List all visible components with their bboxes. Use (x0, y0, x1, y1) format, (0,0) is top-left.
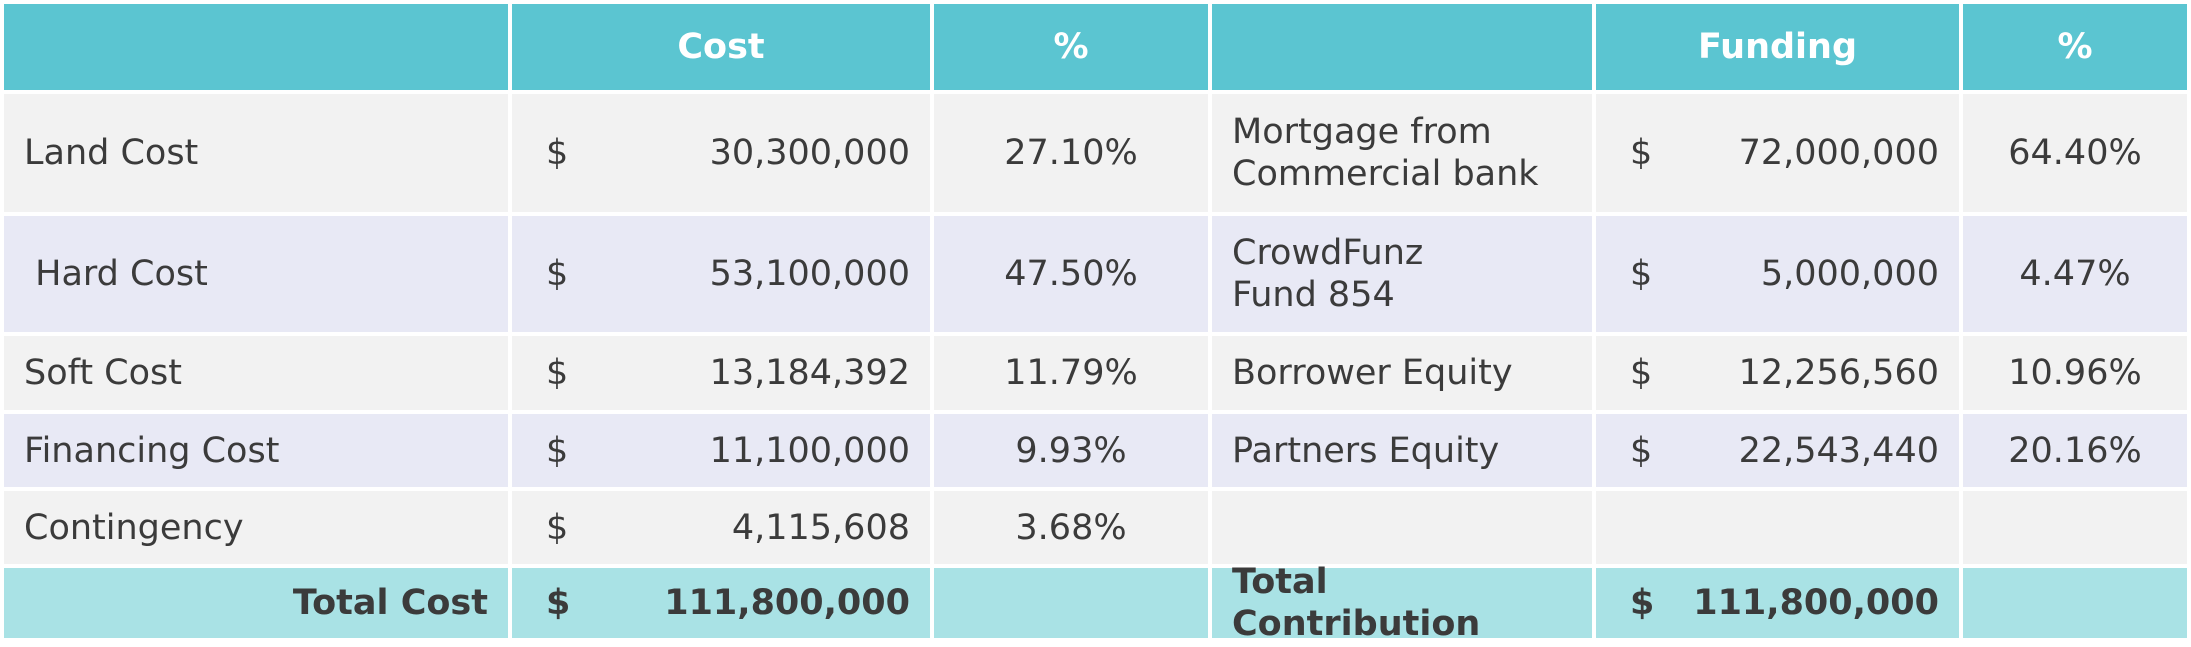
currency-sign: $ (546, 254, 569, 294)
cost-item: Hard Cost (4, 216, 508, 332)
currency-sign: $ (546, 353, 569, 393)
amount: 4,115,608 (731, 507, 910, 548)
cost-percent: 11.79% (934, 336, 1208, 410)
funding-amount: $22,543,440 (1596, 414, 1959, 487)
amount: 13,184,392 (709, 353, 910, 393)
funding-percent: 4.47% (1963, 216, 2187, 332)
funding-amount: $72,000,000 (1596, 94, 1959, 212)
total-empty (1963, 568, 2187, 638)
total-cost: $111,800,000 (512, 568, 930, 638)
total-label: Total Cost (4, 568, 508, 638)
currency-sign: $ (546, 133, 569, 173)
total-label: Total Contribution (1212, 562, 1592, 644)
cost-percent: 27.10% (934, 94, 1208, 212)
amount: 30,300,000 (709, 133, 910, 173)
header-cell: % (1963, 4, 2187, 90)
amount: 111,800,000 (1693, 583, 1939, 623)
currency-sign: $ (1630, 254, 1653, 294)
budget-table: Cost% Funding% Land Cost $30,300,000 27.10% M… (4, 4, 2187, 644)
funding-amount (1596, 491, 1959, 564)
cost-item: Land Cost (4, 94, 508, 212)
funding-percent (1963, 491, 2187, 564)
currency-sign: $ (1630, 430, 1653, 471)
amount: 11,100,000 (709, 430, 910, 471)
funding-item: Mortgage from Commercial bank (1212, 94, 1592, 212)
funding-item: Partners Equity (1212, 414, 1592, 487)
funding-amount: $12,256,560 (1596, 336, 1959, 410)
header-cell: Cost (512, 4, 930, 90)
cost-item: Contingency (4, 491, 508, 564)
cost-percent: 9.93% (934, 414, 1208, 487)
cost-item: Financing Cost (4, 414, 508, 487)
amount: 22,543,440 (1738, 430, 1939, 471)
currency-sign: $ (546, 507, 569, 548)
cost-amount: $30,300,000 (512, 94, 930, 212)
cost-amount: $53,100,000 (512, 216, 930, 332)
currency-sign: $ (1630, 133, 1653, 173)
cost-amount: $13,184,392 (512, 336, 930, 410)
cost-item: Soft Cost (4, 336, 508, 410)
header-cell: Funding (1596, 4, 1959, 90)
currency-sign: $ (546, 430, 569, 471)
funding-item: CrowdFunz Fund 854 (1212, 216, 1592, 332)
header-cell (1212, 4, 1592, 90)
total-funding: $111,800,000 (1596, 568, 1959, 638)
total-empty (934, 568, 1208, 638)
currency-sign: $ (546, 583, 571, 623)
funding-percent: 10.96% (1963, 336, 2187, 410)
header-cell (4, 4, 508, 90)
amount: 111,800,000 (664, 583, 910, 623)
funding-amount: $5,000,000 (1596, 216, 1959, 332)
currency-sign: $ (1630, 583, 1655, 623)
currency-sign: $ (1630, 353, 1653, 393)
cost-amount: $4,115,608 (512, 491, 930, 564)
cost-percent: 47.50% (934, 216, 1208, 332)
funding-percent: 20.16% (1963, 414, 2187, 487)
amount: 5,000,000 (1760, 254, 1939, 294)
funding-item (1212, 491, 1592, 564)
funding-item: Borrower Equity (1212, 336, 1592, 410)
cost-percent: 3.68% (934, 491, 1208, 564)
amount: 72,000,000 (1738, 133, 1939, 173)
amount: 12,256,560 (1738, 353, 1939, 393)
amount: 53,100,000 (709, 254, 910, 294)
header-cell: % (934, 4, 1208, 90)
funding-percent: 64.40% (1963, 94, 2187, 212)
cost-amount: $11,100,000 (512, 414, 930, 487)
